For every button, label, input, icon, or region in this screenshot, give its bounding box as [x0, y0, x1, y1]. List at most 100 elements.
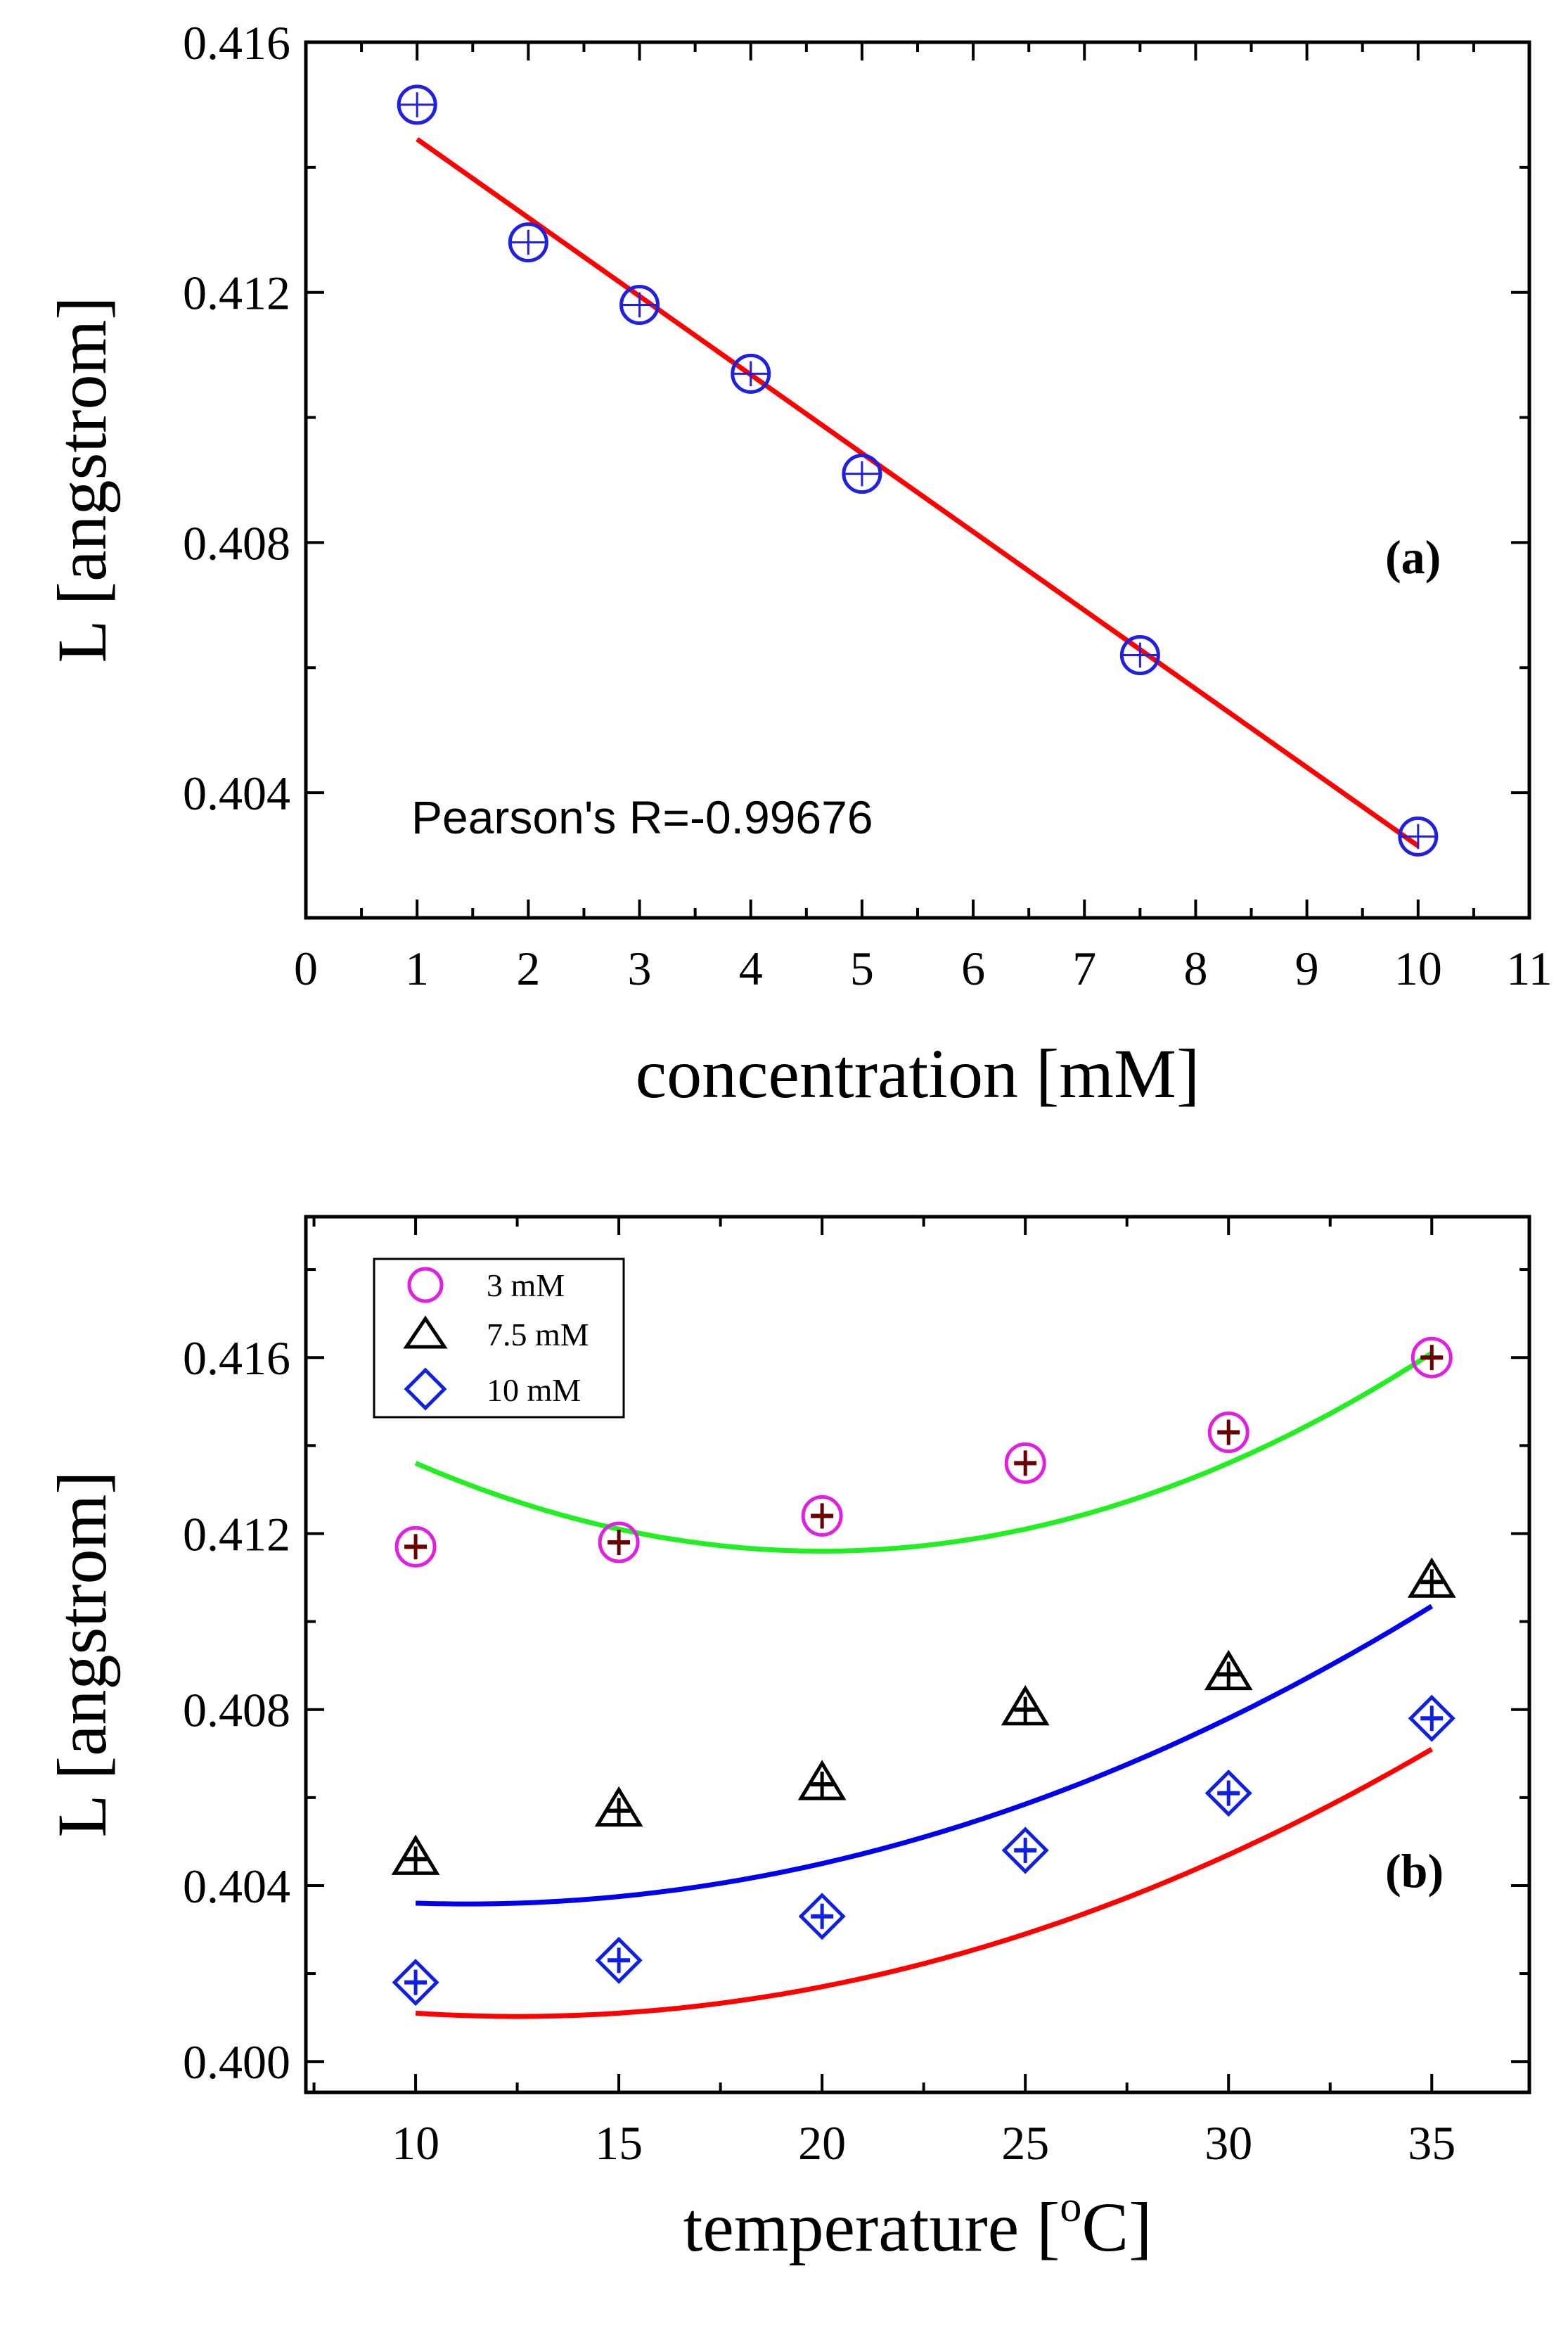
- data-point: [1204, 1649, 1253, 1691]
- circle-marker: [731, 353, 771, 394]
- x-tick-label: 7: [1072, 942, 1096, 995]
- panel-b-fit-curves: [414, 1350, 1434, 2019]
- y-tick-label: 0.404: [183, 767, 290, 820]
- data-point: [394, 1525, 437, 1568]
- data-point: [1410, 1336, 1453, 1378]
- legend-label-10mm: 10 mM: [487, 1372, 581, 1408]
- panel-a-y-axis-title: L [angstrom]: [43, 296, 121, 663]
- triangle-marker: [1204, 1649, 1253, 1691]
- y-tick-label: 0.400: [183, 2035, 290, 2089]
- x-tick-label: 9: [1295, 942, 1319, 995]
- data-point: [731, 353, 771, 394]
- x-tick-label: 10: [392, 2116, 439, 2170]
- legend-box: [373, 1258, 625, 1419]
- y-tick-label: 0.412: [183, 1507, 290, 1561]
- panel-b-points: [391, 1336, 1456, 2007]
- panel-b-y-tick-labels: 0.400 0.404 0.408 0.412 0.416: [183, 1331, 290, 2089]
- data-point: [1407, 1557, 1456, 1598]
- diamond-marker: [798, 1893, 846, 1940]
- fit-curve-7-5-mM: [416, 1604, 1434, 1907]
- panel-a-x-tick-labels: 0 1 2 3 4 5 6 7 8 9 10 11: [294, 942, 1553, 995]
- data-point: [1001, 1684, 1050, 1726]
- circle-marker: [1004, 1442, 1046, 1484]
- data-point: [1398, 816, 1439, 857]
- circle-marker: [1398, 816, 1439, 857]
- legend-label-7-5mm: 7.5 mM: [487, 1317, 589, 1352]
- x-tick-label: 1: [405, 942, 429, 995]
- x-tick-label: 25: [1001, 2116, 1049, 2170]
- panel-b-x-tick-labels: 10 15 20 25 30 35: [392, 2116, 1455, 2170]
- circle-marker: [397, 84, 437, 125]
- x-tick-label: 35: [1408, 2116, 1455, 2170]
- data-point: [797, 1760, 847, 1800]
- x-tick-label: 30: [1204, 2116, 1252, 2170]
- data-point: [397, 84, 437, 125]
- linear-fit-line: [416, 136, 1420, 848]
- x-tick-label: 15: [595, 2116, 643, 2170]
- panel-b: 10 15 20 25 30 35 0.400 0.404 0.408 0.412 0.416 3…: [43, 1215, 1531, 2266]
- fit-curve-3-mM: [414, 1350, 1434, 1554]
- diamond-marker: [1204, 1770, 1252, 1817]
- data-point: [798, 1893, 846, 1940]
- fit-curve-10-mM: [415, 1746, 1434, 2019]
- data-point: [1408, 1694, 1455, 1742]
- legend-triangle-marker: [403, 1315, 448, 1349]
- circle-marker: [394, 1525, 437, 1568]
- panel-a-y-tick-labels: 0.404 0.408 0.412 0.416: [183, 16, 290, 820]
- data-point: [594, 1786, 643, 1827]
- panel-a-points: [397, 84, 1439, 857]
- panel-a-label: (a): [1385, 530, 1441, 584]
- x-tick-label: 6: [961, 942, 985, 995]
- data-point: [1001, 1827, 1049, 1874]
- panel-a: 0 1 2 3 4 5 6 7 8 9 10 11 0.404 0.408 0.412 0.416 Pear…: [43, 16, 1553, 1113]
- y-tick-label: 0.412: [183, 267, 290, 320]
- circle-marker: [508, 222, 548, 263]
- panel-b-y-axis-title: L [angstrom]: [43, 1471, 121, 1837]
- circle-marker: [1207, 1412, 1249, 1454]
- diamond-marker: [1408, 1694, 1455, 1742]
- x-title-main: temperature [: [683, 2188, 1060, 2266]
- panel-b-frame: [304, 1215, 1531, 2094]
- diamond-marker: [1001, 1827, 1049, 1874]
- x-title-sup: o: [1060, 2183, 1081, 2231]
- x-tick-label: 11: [1506, 942, 1552, 995]
- triangle-marker: [594, 1786, 643, 1827]
- data-point: [595, 1936, 643, 1984]
- data-point: [598, 1521, 640, 1563]
- x-tick-label: 2: [516, 942, 540, 995]
- legend-circle-marker: [407, 1267, 444, 1303]
- triangle-marker: [1001, 1684, 1050, 1726]
- y-tick-label: 0.416: [183, 1331, 290, 1385]
- panel-b-legend: 3 mM 7.5 mM 10 mM: [373, 1258, 625, 1419]
- x-tick-label: 10: [1394, 942, 1442, 995]
- x-tick-label: 3: [628, 942, 652, 995]
- triangle-marker: [391, 1834, 440, 1875]
- panel-a-x-axis-title: concentration [mM]: [636, 1035, 1200, 1113]
- x-tick-label: 0: [294, 942, 318, 995]
- data-point: [1204, 1770, 1252, 1817]
- diamond-marker: [392, 1959, 439, 2007]
- x-tick-label: 8: [1183, 942, 1207, 995]
- data-point: [391, 1834, 440, 1875]
- circle-marker: [1119, 635, 1160, 675]
- circle-marker: [842, 454, 882, 494]
- panel-b-x-axis-title: temperature [oC]: [683, 2183, 1152, 2266]
- data-point: [508, 222, 548, 263]
- data-point: [392, 1959, 439, 2007]
- triangle-marker: [797, 1760, 847, 1800]
- y-tick-label: 0.408: [183, 516, 290, 570]
- data-point: [619, 285, 660, 325]
- y-tick-label: 0.408: [183, 1684, 290, 1737]
- data-point: [1119, 635, 1160, 675]
- x-tick-label: 5: [850, 942, 874, 995]
- panel-a-fit-line: [416, 136, 1420, 848]
- panel-a-annotation: Pearson's R=-0.99676: [411, 791, 873, 843]
- circle-marker: [1410, 1336, 1453, 1378]
- circle-marker: [619, 285, 660, 325]
- triangle-marker: [1407, 1557, 1456, 1598]
- diamond-marker: [595, 1936, 643, 1984]
- x-title-end: C]: [1081, 2188, 1152, 2266]
- data-point: [1004, 1442, 1046, 1484]
- y-tick-label: 0.404: [183, 1860, 290, 1913]
